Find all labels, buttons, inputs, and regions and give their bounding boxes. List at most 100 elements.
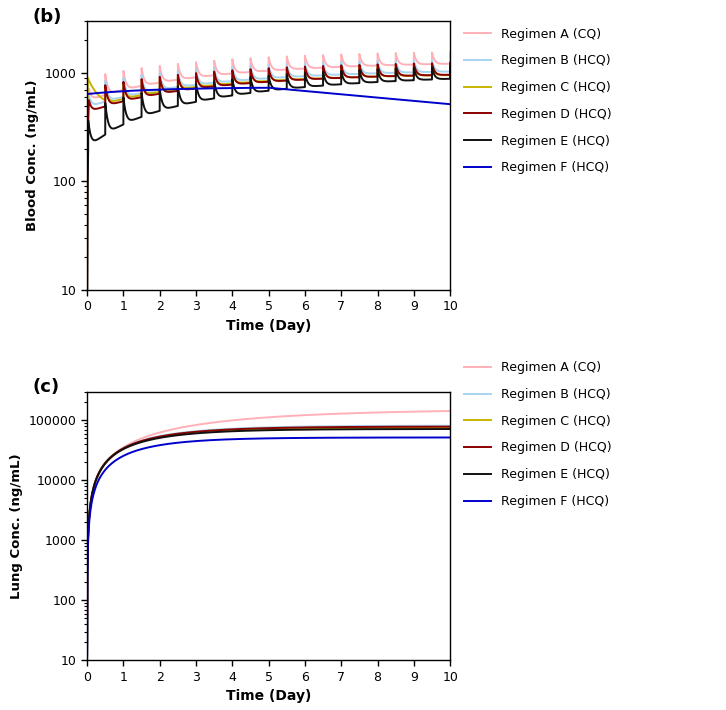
Regimen C (HCQ) (371, 72, 380, 81)
Legend: Regimen A (CQ), Regimen B (HCQ), Regimen C (HCQ), Regimen D (HCQ), Regimen E (HC: Regimen A (CQ), Regimen B (HCQ), Regimen… (464, 361, 612, 508)
Regimen B (HCQ) (222, 425, 231, 433)
Regimen F (HCQ) (214, 84, 223, 92)
Line: Regimen E (HCQ): Regimen E (HCQ) (87, 67, 450, 290)
Regimen E (HCQ) (352, 79, 361, 87)
Regimen B (HCQ) (237, 424, 246, 432)
Regimen C (HCQ) (439, 424, 447, 432)
Regimen A (CQ) (371, 61, 380, 70)
Regimen D (HCQ) (439, 422, 447, 431)
Regimen F (HCQ) (298, 87, 306, 95)
Regimen D (HCQ) (83, 285, 91, 294)
Regimen E (HCQ) (83, 651, 91, 660)
Regimen E (HCQ) (237, 427, 246, 435)
Line: Regimen F (HCQ): Regimen F (HCQ) (87, 88, 450, 104)
Regimen D (HCQ) (146, 435, 155, 443)
Regimen E (HCQ) (314, 82, 322, 90)
Regimen A (CQ) (83, 285, 91, 294)
Regimen D (HCQ) (352, 73, 361, 82)
Regimen C (HCQ) (83, 645, 91, 654)
Regimen F (HCQ) (124, 449, 133, 458)
Regimen D (HCQ) (222, 425, 231, 434)
Regimen F (HCQ) (146, 443, 155, 452)
Regimen E (HCQ) (371, 78, 380, 87)
Regimen E (HCQ) (222, 427, 231, 436)
Regimen D (HCQ) (399, 422, 408, 431)
Y-axis label: Blood Conc. (ng/mL): Blood Conc. (ng/mL) (26, 80, 39, 231)
Regimen F (HCQ) (83, 89, 91, 98)
Regimen C (HCQ) (146, 435, 155, 444)
Regimen F (HCQ) (83, 656, 91, 665)
Line: Regimen A (CQ): Regimen A (CQ) (87, 411, 450, 618)
Line: Regimen E (HCQ): Regimen E (HCQ) (87, 429, 450, 655)
Regimen F (HCQ) (446, 100, 454, 109)
Regimen C (HCQ) (446, 61, 454, 70)
Regimen F (HCQ) (264, 84, 273, 92)
Regimen B (HCQ) (439, 422, 447, 430)
Regimen D (HCQ) (83, 640, 91, 649)
Regimen D (HCQ) (314, 75, 322, 83)
Regimen A (CQ) (124, 440, 133, 449)
Regimen E (HCQ) (101, 99, 110, 108)
Regimen A (CQ) (214, 68, 223, 77)
Regimen E (HCQ) (214, 90, 223, 99)
Regimen D (HCQ) (214, 80, 223, 88)
Line: Regimen C (HCQ): Regimen C (HCQ) (87, 65, 450, 290)
Regimen B (HCQ) (446, 422, 454, 430)
Regimen B (HCQ) (124, 441, 133, 449)
Regimen E (HCQ) (439, 425, 447, 433)
Regimen B (HCQ) (446, 55, 454, 64)
Regimen D (HCQ) (371, 72, 380, 81)
Line: Regimen A (CQ): Regimen A (CQ) (87, 52, 450, 290)
Regimen C (HCQ) (314, 75, 322, 83)
Regimen F (HCQ) (237, 435, 246, 443)
Regimen A (CQ) (298, 65, 306, 73)
Regimen A (CQ) (352, 62, 361, 70)
Regimen A (CQ) (446, 48, 454, 56)
Regimen B (HCQ) (214, 76, 223, 84)
Regimen E (HCQ) (446, 425, 454, 433)
Regimen D (HCQ) (237, 425, 246, 433)
Regimen A (CQ) (146, 431, 155, 439)
Regimen F (HCQ) (446, 433, 454, 442)
Regimen D (HCQ) (124, 442, 133, 450)
Regimen E (HCQ) (399, 425, 408, 433)
Regimen F (HCQ) (371, 93, 380, 102)
Regimen A (CQ) (314, 64, 322, 72)
Line: Regimen D (HCQ): Regimen D (HCQ) (87, 427, 450, 645)
Y-axis label: Lung Conc. (ng/mL): Lung Conc. (ng/mL) (10, 453, 23, 599)
Regimen F (HCQ) (222, 435, 231, 444)
Regimen A (CQ) (222, 417, 231, 425)
Regimen B (HCQ) (83, 638, 91, 647)
Regimen E (HCQ) (298, 83, 306, 92)
Text: (c): (c) (33, 378, 60, 396)
Regimen E (HCQ) (83, 285, 91, 294)
Regimen D (HCQ) (446, 58, 454, 67)
Line: Regimen D (HCQ): Regimen D (HCQ) (87, 62, 450, 290)
Regimen C (HCQ) (101, 84, 110, 92)
Regimen A (CQ) (446, 407, 454, 415)
Line: Regimen B (HCQ): Regimen B (HCQ) (87, 60, 450, 290)
Regimen C (HCQ) (124, 442, 133, 450)
Regimen C (HCQ) (352, 73, 361, 82)
Regimen A (CQ) (83, 614, 91, 623)
Regimen C (HCQ) (214, 79, 223, 87)
Regimen B (HCQ) (352, 70, 361, 78)
Regimen C (HCQ) (399, 424, 408, 432)
Regimen C (HCQ) (446, 424, 454, 432)
Regimen B (HCQ) (314, 71, 322, 80)
Regimen B (HCQ) (371, 69, 380, 77)
Regimen C (HCQ) (298, 75, 306, 84)
X-axis label: Time (Day): Time (Day) (226, 319, 311, 333)
Regimen E (HCQ) (124, 442, 133, 451)
Regimen D (HCQ) (446, 422, 454, 431)
Regimen B (HCQ) (146, 434, 155, 442)
Regimen C (HCQ) (83, 285, 91, 294)
Regimen C (HCQ) (222, 427, 231, 435)
Regimen A (CQ) (399, 408, 408, 416)
Regimen F (HCQ) (399, 433, 408, 442)
Regimen B (HCQ) (101, 77, 110, 86)
X-axis label: Time (Day): Time (Day) (226, 689, 311, 704)
Regimen F (HCQ) (101, 88, 110, 97)
Regimen A (CQ) (101, 70, 110, 79)
Regimen D (HCQ) (298, 75, 306, 84)
